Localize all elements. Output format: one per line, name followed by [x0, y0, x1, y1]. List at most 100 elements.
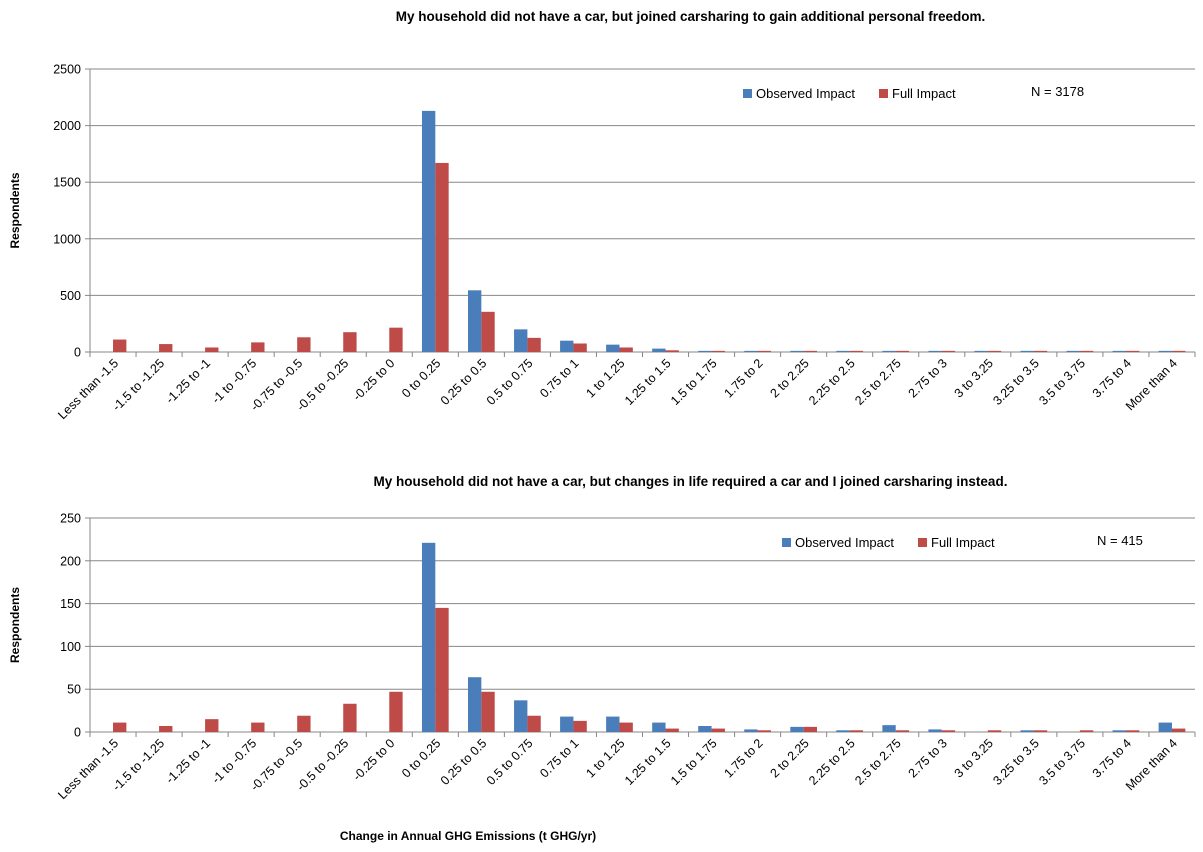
x-tick-label: 0.5 to 0.75: [484, 736, 536, 788]
x-tick-label: 2 to 2.25: [767, 356, 811, 400]
x-tick-label: 2.75 to 3: [906, 736, 950, 780]
bar-full: [1171, 728, 1186, 732]
bar-full: [527, 337, 541, 352]
bar-full: [1033, 730, 1048, 732]
bar-full: [619, 722, 633, 732]
bar-full: [757, 350, 771, 352]
bar-full: [389, 327, 403, 352]
x-tick-label: 3.5 to 3.75: [1036, 736, 1088, 788]
x-tick-label: 2.25 to 2.5: [806, 736, 858, 788]
bar-observed: [421, 110, 436, 352]
bar-full: [251, 722, 265, 732]
x-tick-label: 0.25 to 0.5: [438, 356, 490, 408]
x-tick-label: 1.75 to 2: [721, 356, 765, 400]
legend-swatch: [879, 89, 888, 98]
bar-full: [435, 607, 449, 732]
legend-label: Observed Impact: [756, 86, 855, 101]
bar-observed: [928, 729, 942, 732]
bar-observed: [560, 340, 574, 352]
bar-observed: [928, 350, 942, 352]
x-tick-label: 2 to 2.25: [767, 736, 811, 780]
legend-label: Full Impact: [931, 535, 995, 550]
x-tick-label: 1 to 1.25: [583, 356, 627, 400]
bar-full: [849, 730, 864, 732]
x-tick-label: 2.5 to 2.75: [852, 356, 904, 408]
bar-observed: [744, 350, 758, 352]
bar-full: [205, 719, 219, 732]
legend-swatch: [918, 538, 927, 547]
bar-full: [757, 730, 771, 732]
x-tick-label: 3.75 to 4: [1090, 356, 1134, 400]
bar-full: [1171, 350, 1186, 352]
x-tick-label: 0.5 to 0.75: [484, 356, 536, 408]
bar-observed: [514, 329, 528, 352]
y-tick-label: 1000: [53, 232, 81, 246]
bar-observed: [1066, 350, 1080, 352]
y-tick-label: 50: [67, 683, 81, 697]
bar-full: [113, 722, 127, 732]
legend-label: Observed Impact: [795, 535, 894, 550]
x-tick-label: 1.75 to 2: [721, 736, 765, 780]
bar-observed: [790, 726, 804, 732]
bar-full: [941, 350, 956, 352]
bar-full: [1125, 730, 1140, 732]
bar-full: [1079, 730, 1094, 732]
x-tick-label: Less than -1.5: [55, 736, 121, 802]
bar-observed: [468, 290, 482, 352]
x-tick-label: 3.75 to 4: [1090, 736, 1134, 780]
bar-observed: [1020, 350, 1034, 352]
bar-full: [803, 726, 817, 732]
legend-swatch: [743, 89, 752, 98]
x-tick-label: 1.5 to 1.75: [668, 356, 720, 408]
bar-full: [573, 720, 587, 732]
bar-observed: [882, 350, 896, 352]
bar-full: [1033, 350, 1048, 352]
bar-observed: [1158, 722, 1172, 732]
bar-observed: [698, 726, 712, 732]
bar-full: [481, 311, 495, 352]
bar-observed: [421, 542, 436, 732]
x-tick-label: Less than -1.5: [55, 356, 121, 422]
bar-full: [849, 350, 864, 352]
x-tick-label: -1.25 to -1: [163, 356, 213, 406]
bar-observed: [468, 677, 482, 732]
bar-full: [895, 350, 910, 352]
legend-swatch: [782, 538, 791, 547]
x-tick-label: 3 to 3.25: [952, 736, 996, 780]
bar-full: [251, 342, 265, 352]
bar-full: [573, 343, 587, 352]
x-tick-label: -1.25 to -1: [163, 736, 213, 786]
bar-observed: [1112, 730, 1126, 732]
bar-full: [1125, 350, 1140, 352]
y-axis-title: Respondents: [8, 587, 22, 663]
bar-full: [113, 339, 127, 352]
bar-observed: [514, 700, 528, 732]
bar-full: [297, 715, 311, 732]
bar-full: [159, 726, 173, 732]
x-tick-label: 2.5 to 2.75: [852, 736, 904, 788]
x-tick-label: 3 to 3.25: [952, 356, 996, 400]
bar-observed: [974, 350, 988, 352]
bar-full: [895, 730, 910, 732]
x-tick-label: 0.75 to 1: [537, 356, 581, 400]
bar-full: [619, 347, 633, 352]
bar-observed: [744, 729, 758, 732]
x-tick-label: 3.25 to 3.5: [990, 736, 1042, 788]
bar-full: [711, 728, 725, 732]
bar-full: [803, 350, 817, 352]
chart-title: My household did not have a car, but joi…: [396, 9, 986, 24]
bar-observed: [606, 344, 620, 352]
x-tick-label: 1.25 to 1.5: [622, 736, 674, 788]
y-tick-label: 200: [60, 554, 81, 568]
bar-full: [987, 350, 1002, 352]
bar-full: [159, 344, 173, 352]
bar-full: [1079, 350, 1094, 352]
bar-observed: [1158, 350, 1172, 352]
x-tick-label: 0.25 to 0.5: [438, 736, 490, 788]
bar-observed: [652, 722, 666, 732]
bar-full: [941, 730, 956, 732]
y-tick-label: 150: [60, 597, 81, 611]
x-tick-label: 1.25 to 1.5: [622, 356, 674, 408]
bar-observed: [790, 350, 804, 352]
